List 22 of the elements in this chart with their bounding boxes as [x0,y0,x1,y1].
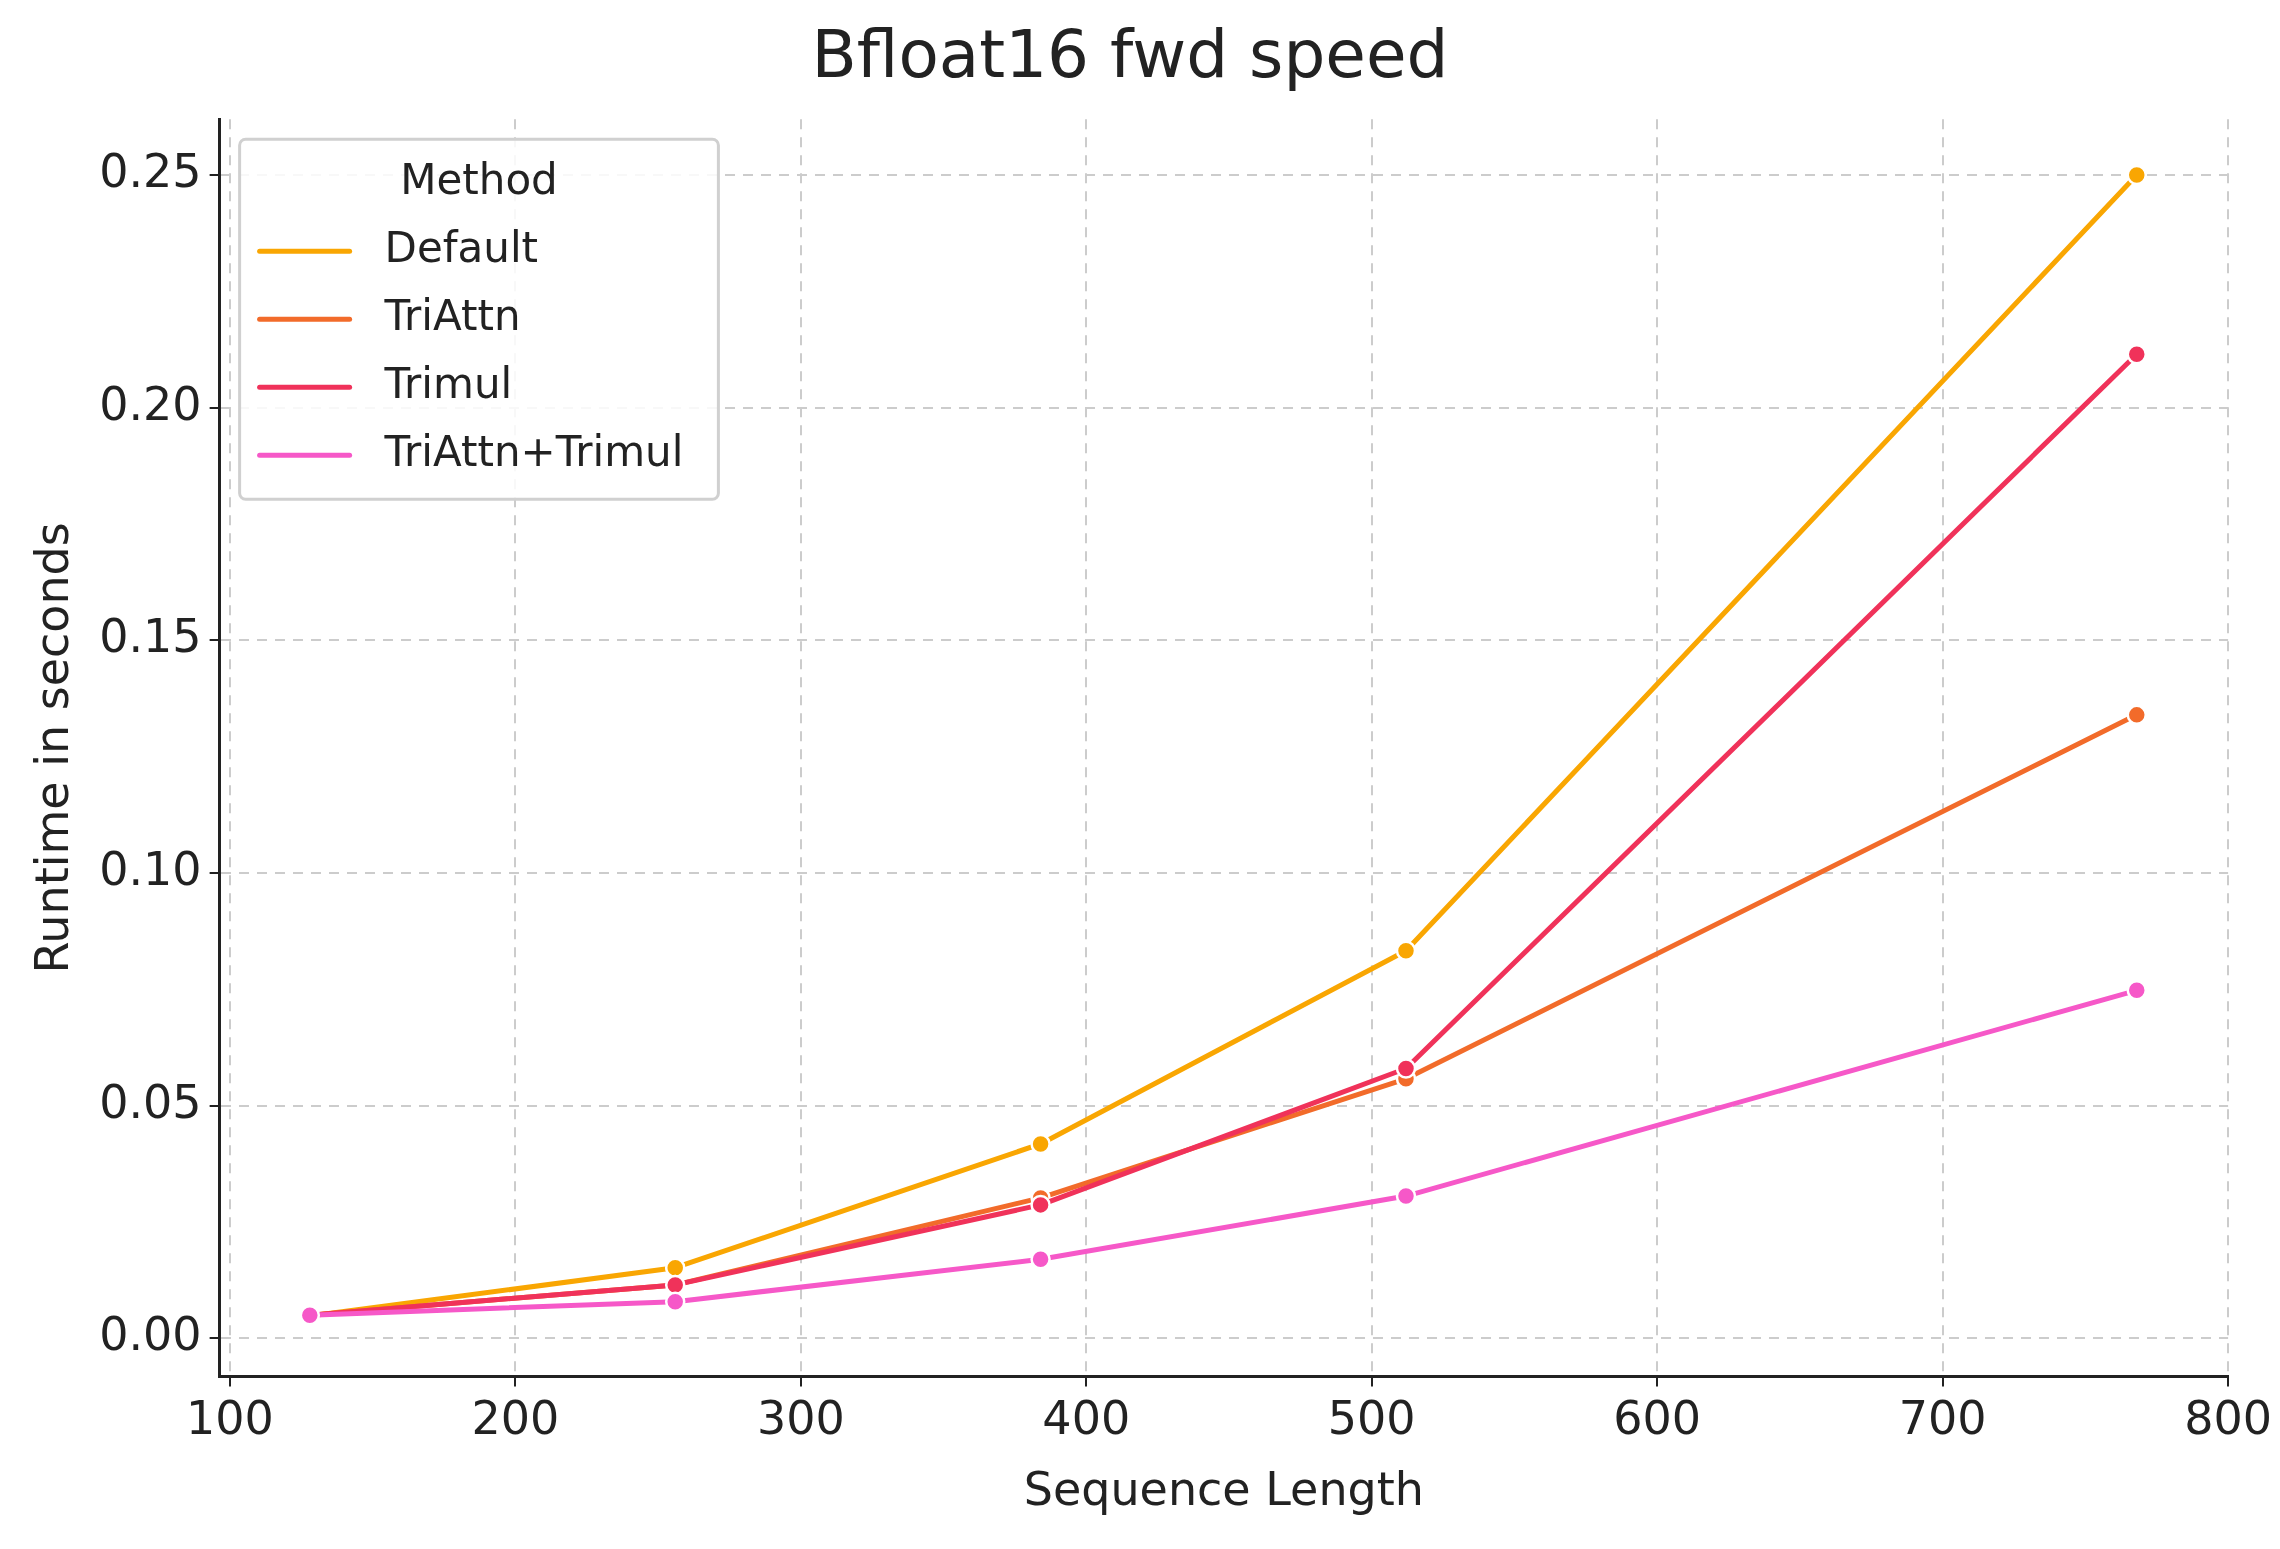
legend-label: Default [384,223,539,273]
legend-title: Method [400,155,558,205]
y-tick-label: 0.15 [99,609,202,664]
legend-label: TriAttn+Trimul [383,427,684,477]
y-tick-label: 0.10 [99,842,202,897]
x-axis-title: Sequence Length [1023,1462,1424,1517]
y-tick-label: 0.05 [99,1074,202,1129]
y-axis-title: Runtime in seconds [24,522,79,974]
x-tick-label: 100 [185,1391,274,1446]
x-tick-label: 800 [2184,1391,2273,1446]
x-tick-label: 500 [1327,1391,1416,1446]
x-tick-label: 400 [1042,1391,1131,1446]
y-tick-label: 0.20 [99,376,202,431]
y-tick-label: 0.00 [99,1307,202,1362]
legend-label: Trimul [383,359,513,409]
legend-label: TriAttn [383,291,521,341]
x-tick-label: 300 [756,1391,845,1446]
y-tick-label: 0.25 [99,144,202,198]
x-tick-label: 600 [1613,1391,1702,1446]
x-tick-label: 200 [471,1391,560,1446]
chart-title: Bfloat16 fwd speed [811,15,1449,93]
x-tick-label: 700 [1898,1391,1987,1446]
